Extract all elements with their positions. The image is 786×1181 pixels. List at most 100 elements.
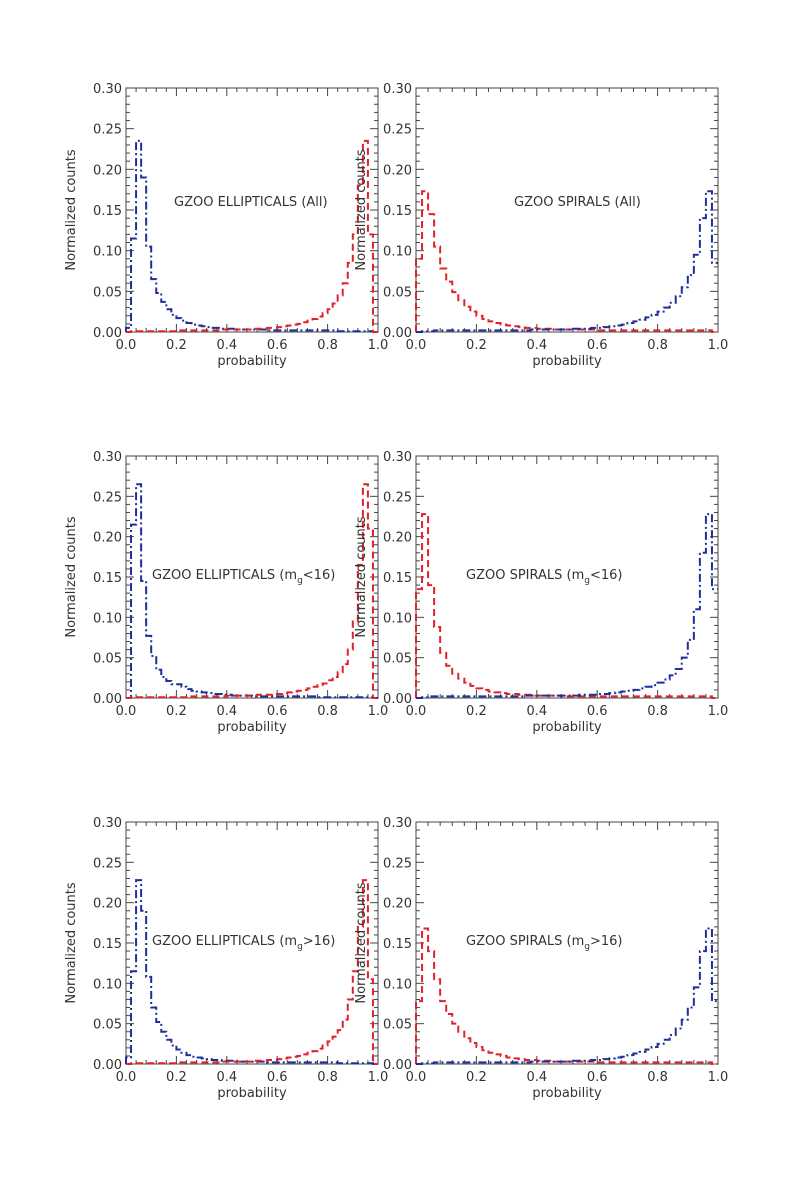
y-tick-label: 0.20: [383, 531, 412, 546]
y-tick-label: 0.00: [383, 1058, 412, 1073]
x-tick-label: 0.6: [267, 704, 288, 719]
y-tick-label: 0.30: [383, 450, 412, 465]
y-axis-label: Normalized counts: [354, 882, 369, 1004]
panel-bottom-left: 0.0 0.2 0.4 0.6 0.8 1.0 0.00 0.05 0.10 0.15 0.20 0.…: [64, 816, 388, 1101]
y-tick-label: 0.05: [93, 652, 122, 667]
y-axis-label: Normalized counts: [64, 149, 79, 271]
y-tick-label: 0.05: [93, 1018, 122, 1033]
series-dashed-line: [126, 483, 378, 699]
y-tick-label: 0.20: [93, 531, 122, 546]
x-tick-label: 0.2: [466, 338, 487, 353]
series-dash-dot-line: [126, 483, 378, 699]
x-tick-label: 0.8: [317, 338, 338, 353]
y-tick-label: 0.15: [93, 571, 122, 586]
panel-top-right: 0.0 0.2 0.4 0.6 0.8 1.00.000.050.100.150.200.…: [354, 82, 728, 369]
y-tick-label: 0.05: [383, 652, 412, 667]
x-axis-label: probability: [532, 354, 602, 369]
y-tick-label: 0.25: [93, 490, 122, 505]
y-tick-label: 0.00: [93, 692, 122, 707]
series-dash-dot-line: [125, 139, 378, 333]
x-tick-label: 0.8: [647, 704, 668, 719]
x-tick-label: 1.0: [368, 704, 389, 719]
x-tick-label: 0.2: [466, 1070, 487, 1085]
x-tick-label: 0.0: [116, 704, 137, 719]
y-tick-label: 0.10: [383, 611, 412, 626]
y-axis-label: Normalized counts: [64, 516, 79, 638]
y-tick-label: 0.20: [93, 897, 122, 912]
x-tick-label: 0.8: [647, 1070, 668, 1085]
x-tick-label: 0.8: [317, 704, 338, 719]
panel-annotation: GZOO ELLIPTICALS (All): [174, 195, 328, 210]
x-tick-label: 0.4: [526, 704, 547, 719]
y-tick-label: 0.25: [383, 856, 412, 871]
x-tick-label: 1.0: [368, 1070, 389, 1085]
y-tick-label: 0.30: [383, 816, 412, 831]
x-tick-label: 0.6: [267, 338, 288, 353]
y-tick-label: 0.05: [383, 1018, 412, 1033]
y-tick-label: 0.00: [93, 326, 122, 341]
x-axis-label: probability: [532, 720, 602, 735]
plot-frame: [415, 87, 719, 333]
panel-annotation: GZOO ELLIPTICALS (mg<16): [152, 568, 335, 586]
series-dashed-line: [415, 927, 718, 1065]
y-axis-label: Normalized counts: [354, 149, 369, 271]
plot-frame: [125, 87, 379, 333]
x-tick-label: 0.6: [587, 704, 608, 719]
x-tick-label: 0.6: [267, 1070, 288, 1085]
x-tick-label: 0.4: [526, 1070, 547, 1085]
panel-middle-right: 0.0 0.2 0.4 0.6 0.8 1.00.00 0.05 0.10 0.15 0.20 0.…: [354, 450, 728, 735]
x-tick-label: 0.0: [116, 338, 137, 353]
y-tick-label: 0.20: [383, 897, 412, 912]
y-tick-label: 0.15: [383, 571, 412, 586]
series-dash-dot-line: [416, 927, 718, 1065]
panel-middle-left: 0.0 0.2 0.4 0.6 0.8 1.0 0.00 0.05 0.10 0.15 0.20 0.…: [64, 450, 388, 735]
y-tick-label: 0.10: [383, 245, 412, 260]
x-tick-label: 1.0: [708, 338, 729, 353]
series-dash-dot-line: [125, 879, 378, 1065]
series-dashed-line: [415, 190, 718, 333]
x-tick-label: 0.8: [647, 338, 668, 353]
x-tick-label: 0.4: [216, 338, 237, 353]
series-dashed-line: [126, 139, 378, 333]
x-tick-label: 0.0: [406, 704, 427, 719]
x-axis-label: probability: [532, 1086, 602, 1101]
x-tick-label: 0.2: [166, 704, 187, 719]
x-tick-label: 0.2: [166, 338, 187, 353]
y-axis-label: Normalized counts: [64, 882, 79, 1004]
series-dashed-line: [126, 879, 378, 1065]
x-tick-label: 0.4: [526, 338, 547, 353]
y-tick-label: 0.20: [93, 163, 122, 178]
x-tick-label: 1.0: [368, 338, 389, 353]
y-tick-label: 0.05: [383, 285, 412, 300]
x-axis-label: probability: [217, 720, 287, 735]
panel-annotation: GZOO SPIRALS (All): [514, 195, 641, 210]
y-tick-label: 0.20: [383, 163, 412, 178]
x-tick-label: 0.4: [216, 704, 237, 719]
x-tick-label: 1.0: [708, 1070, 729, 1085]
series-dash-dot-line: [416, 190, 718, 333]
y-tick-label: 0.30: [93, 450, 122, 465]
x-tick-label: 0.4: [216, 1070, 237, 1085]
y-tick-label: 0.10: [93, 977, 122, 992]
y-tick-label: 0.25: [93, 123, 122, 138]
y-tick-label: 0.15: [383, 204, 412, 219]
y-tick-label: 0.10: [93, 611, 122, 626]
y-tick-label: 0.30: [93, 816, 122, 831]
y-tick-label: 0.25: [383, 490, 412, 505]
series-dashed-line: [415, 513, 718, 699]
y-tick-label: 0.15: [93, 204, 122, 219]
x-axis-label: probability: [217, 1086, 287, 1101]
y-tick-label: 0.10: [93, 245, 122, 260]
panel-bottom-right: 0.0 0.2 0.4 0.6 0.8 1.00.000.050.100.150.200.…: [354, 816, 728, 1101]
y-tick-label: 0.00: [383, 692, 412, 707]
panel-top-left: 0.0 0.2 0.4 0.6 0.8 1.0 0.00 0.05 0.10 0.15 0.20 0.…: [64, 82, 388, 369]
y-tick-label: 0.05: [93, 285, 122, 300]
y-axis-label: Normalized counts: [354, 516, 369, 638]
x-tick-label: 0.6: [587, 1070, 608, 1085]
y-tick-label: 0.15: [383, 937, 412, 952]
x-tick-label: 0.0: [116, 1070, 137, 1085]
x-tick-label: 0.2: [466, 704, 487, 719]
y-tick-label: 0.15: [93, 937, 122, 952]
y-tick-label: 0.10: [383, 977, 412, 992]
